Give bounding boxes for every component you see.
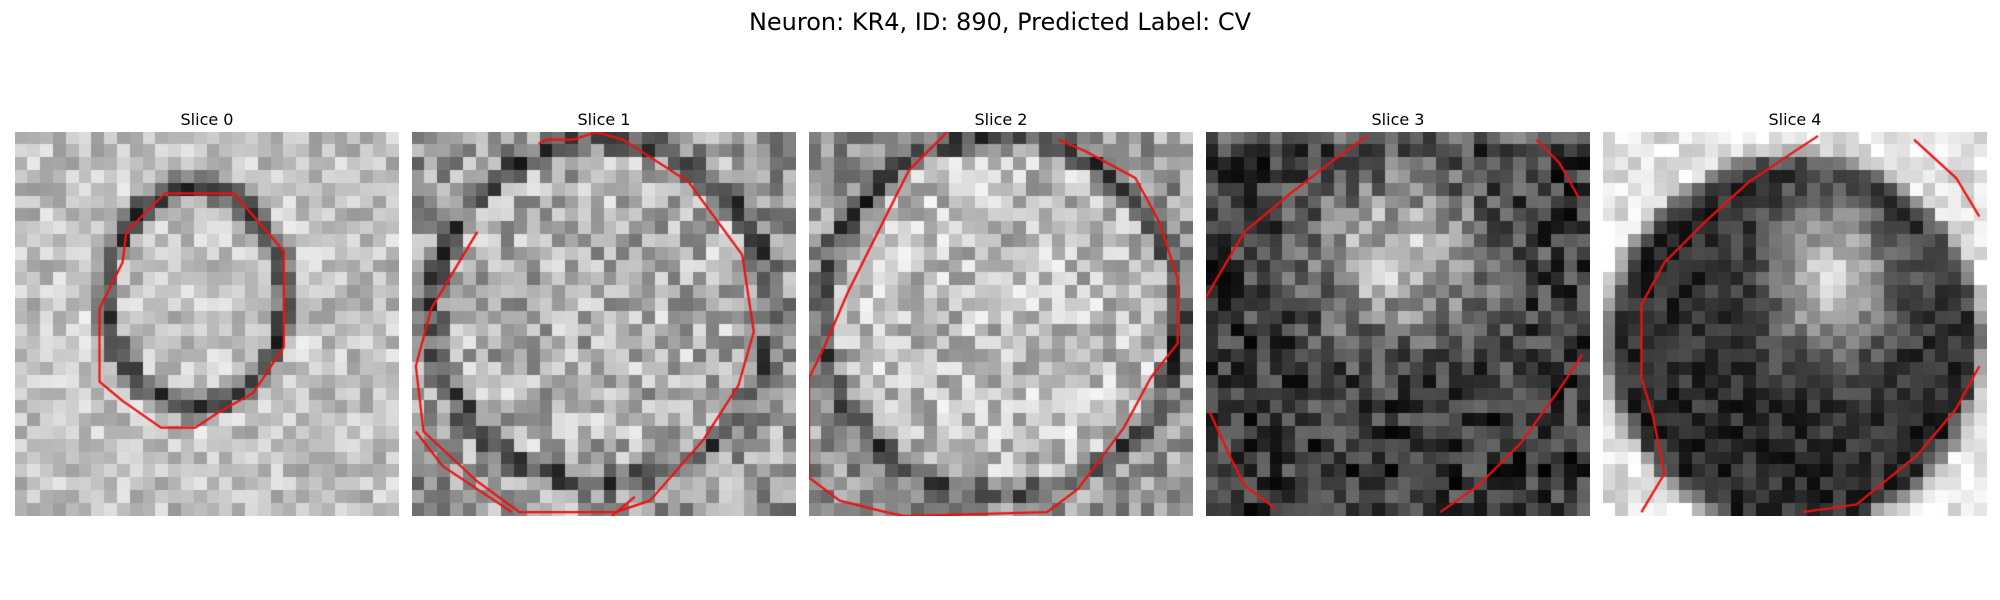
slice-panel-0: Slice 0	[15, 108, 399, 516]
slice-image-1	[412, 132, 796, 516]
slice-panel-2: Slice 2	[809, 108, 1193, 516]
slice-panel-1: Slice 1	[412, 108, 796, 516]
slice-image-2	[809, 132, 1193, 516]
slice-image-0	[15, 132, 399, 516]
figure-title: Neuron: KR4, ID: 890, Predicted Label: C…	[748, 8, 1252, 36]
slice-title-3: Slice 3	[1371, 110, 1425, 129]
slice-title-1: Slice 1	[577, 110, 631, 129]
slice-title-2: Slice 2	[974, 110, 1028, 129]
slice-image-4	[1603, 132, 1987, 516]
slice-panel-3: Slice 3	[1206, 108, 1590, 516]
slice-panel-4: Slice 4	[1603, 108, 1987, 516]
slice-image-3	[1206, 132, 1590, 516]
slice-title-4: Slice 4	[1768, 110, 1822, 129]
slice-title-0: Slice 0	[180, 110, 234, 129]
